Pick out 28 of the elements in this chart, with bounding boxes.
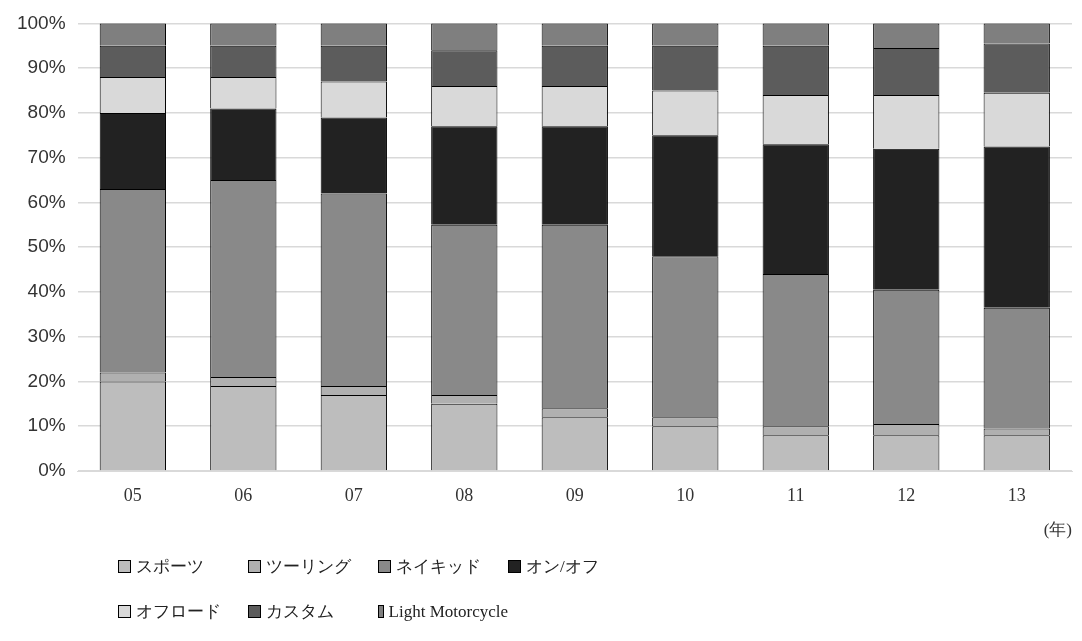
x-tick-label: 10 xyxy=(676,484,695,505)
legend-label: カスタム xyxy=(266,601,334,623)
x-tick-label: 11 xyxy=(787,484,805,505)
legend-label: スポーツ xyxy=(136,556,204,578)
legend-label: ネイキッド xyxy=(396,556,481,578)
y-tick-label: 60% xyxy=(27,190,66,212)
y-tick-label: 100% xyxy=(16,11,66,33)
y-tick-label: 20% xyxy=(27,369,66,391)
x-tick-label: 08 xyxy=(455,484,474,505)
legend-label: ツーリング xyxy=(266,556,351,578)
x-axis-title: (年) xyxy=(1043,520,1072,540)
x-tick-label: 06 xyxy=(234,484,253,505)
y-tick-label: 90% xyxy=(27,56,66,78)
y-tick-label: 30% xyxy=(27,324,66,346)
y-tick-label: 10% xyxy=(27,414,66,436)
x-tick-label: 12 xyxy=(897,484,916,505)
legend-label: オン/オフ xyxy=(526,556,599,578)
legend-label: Light Motorcycle xyxy=(388,601,508,622)
y-tick-label: 0% xyxy=(38,459,66,481)
y-tick-label: 50% xyxy=(27,235,66,257)
x-tick-label: 13 xyxy=(1007,484,1026,505)
y-tick-label: 80% xyxy=(27,101,66,123)
y-tick-label: 70% xyxy=(27,145,66,167)
x-tick-label: 05 xyxy=(123,484,142,505)
y-tick-label: 40% xyxy=(27,280,66,302)
x-tick-label: 07 xyxy=(344,484,363,505)
x-tick-label: 09 xyxy=(565,484,584,505)
legend-label: オフロード xyxy=(136,601,221,623)
